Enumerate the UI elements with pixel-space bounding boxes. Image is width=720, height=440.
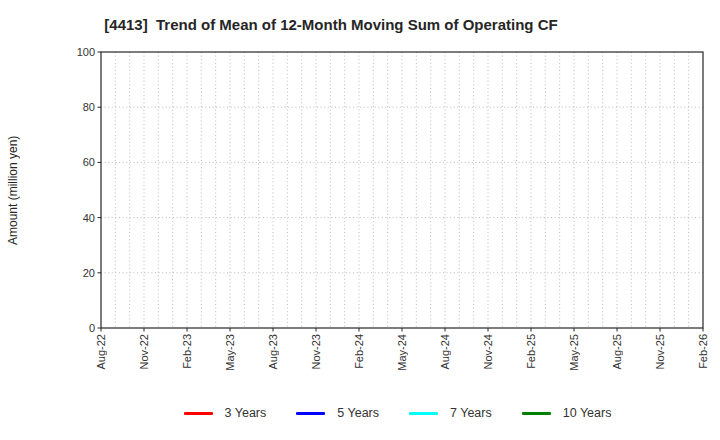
legend-label: 7 Years [450,406,492,420]
legend-item: 5 Years [296,406,379,420]
y-tick-label: 40 [55,211,95,225]
x-tick-label: Aug-22 [94,334,109,369]
legend-line-swatch [184,412,213,415]
chart-figure: [4413] Trend of Mean of 12-Month Moving … [0,0,720,440]
y-tick-label: 100 [55,45,95,59]
x-tick-label: Nov-24 [481,334,496,369]
legend-label: 10 Years [563,406,612,420]
x-tick-label: Feb-25 [524,334,539,369]
legend: 3 Years 5 Years 7 Years 10 Years [75,404,720,422]
y-tick-label: 0 [55,321,95,335]
x-tick-label: Nov-23 [309,334,324,369]
plot-area [0,0,720,440]
y-tick-label: 80 [55,100,95,114]
x-tick-label: Feb-26 [696,334,711,369]
legend-line-swatch [522,412,551,415]
x-tick-label: May-25 [567,334,582,371]
x-tick-label: Aug-25 [610,334,625,369]
x-tick-label: May-23 [223,334,238,371]
legend-label: 3 Years [225,406,267,420]
legend-line-swatch [409,412,438,415]
x-tick-label: Feb-24 [352,334,367,369]
x-tick-label: Feb-23 [180,334,195,369]
x-tick-label: Aug-24 [438,334,453,369]
x-tick-label: May-24 [395,334,410,371]
y-tick-label: 60 [55,155,95,169]
legend-line-swatch [296,412,325,415]
legend-item: 3 Years [184,406,267,420]
y-tick-label: 20 [55,266,95,280]
legend-item: 7 Years [409,406,492,420]
legend-item: 10 Years [522,406,612,420]
x-tick-label: Nov-22 [137,334,152,369]
legend-label: 5 Years [337,406,379,420]
x-tick-label: Aug-23 [266,334,281,369]
x-tick-label: Nov-25 [653,334,668,369]
